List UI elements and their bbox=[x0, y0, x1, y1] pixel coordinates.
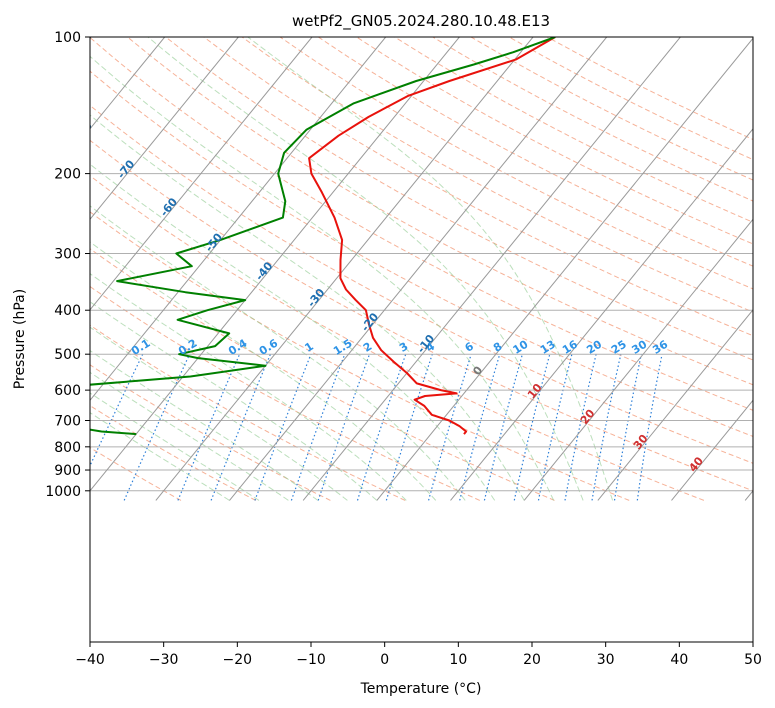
x-axis-label: Temperature (°C) bbox=[360, 681, 482, 697]
mixing-ratio-line bbox=[254, 353, 312, 501]
y-tick-label: 500 bbox=[54, 347, 81, 363]
isotherm-line bbox=[302, 37, 681, 501]
x-tick-label: −10 bbox=[296, 652, 326, 668]
dry-adiabat-line bbox=[90, 104, 753, 464]
profile-lines bbox=[90, 37, 556, 436]
isotherm-line bbox=[671, 399, 753, 501]
moist-adiabat-line bbox=[90, 114, 525, 501]
isotherm-line bbox=[90, 37, 166, 130]
plot-area: 0.10.20.40.611.52346810131620253036-100-… bbox=[90, 37, 753, 501]
isotherm-line bbox=[229, 37, 608, 501]
x-tick-label: 20 bbox=[523, 652, 541, 668]
dry-adiabat-line bbox=[241, 37, 753, 313]
mixing-ratio-line bbox=[613, 354, 642, 501]
mixing-ratio-line bbox=[459, 354, 501, 501]
moist-adiabat-line bbox=[90, 412, 230, 501]
mixing-ratio-line bbox=[483, 354, 523, 501]
isotherm-line bbox=[90, 37, 313, 311]
profile-line bbox=[308, 37, 556, 435]
y-axis-label: Pressure (hPa) bbox=[12, 289, 28, 389]
moist-adiabat-line bbox=[147, 37, 584, 501]
x-tick-label: −30 bbox=[149, 652, 179, 668]
profile-line bbox=[90, 37, 556, 436]
dry-adiabat-line bbox=[90, 285, 481, 501]
isotherm-line bbox=[90, 37, 460, 492]
isotherm-grid bbox=[90, 37, 753, 501]
y-tick-label: 100 bbox=[54, 30, 81, 46]
mixing-ratio-line bbox=[90, 353, 144, 468]
dry-adiabat-line bbox=[90, 404, 256, 501]
y-axis-ticks: 100 200 300 400 500 600 700 800 900 1000 bbox=[45, 30, 90, 500]
y-tick-label: 700 bbox=[54, 414, 81, 430]
isotherm-line bbox=[90, 37, 239, 221]
dry-adiabat-line bbox=[90, 139, 753, 492]
moist-adiabat-line bbox=[90, 55, 555, 501]
dry-adiabat-line bbox=[318, 37, 753, 267]
mixing-ratio-line bbox=[513, 354, 551, 501]
mixing-ratio-line bbox=[564, 354, 597, 501]
mixing-ratio-line bbox=[210, 353, 271, 501]
moist-adiabat-line bbox=[90, 272, 407, 501]
isotherm-line bbox=[597, 309, 753, 501]
y-tick-label: 600 bbox=[54, 383, 81, 399]
y-tick-label: 400 bbox=[54, 303, 81, 319]
mixing-ratio-line bbox=[177, 353, 241, 501]
dry-adiabat-line bbox=[279, 37, 753, 290]
isotherm-line bbox=[523, 218, 753, 501]
mixing-ratio-line bbox=[123, 353, 191, 501]
y-tick-label: 900 bbox=[54, 463, 81, 479]
dry-adiabat-line bbox=[127, 37, 753, 386]
x-tick-label: 10 bbox=[449, 652, 467, 668]
mixing-ratio-line bbox=[537, 354, 573, 501]
moist-adiabat-line bbox=[90, 371, 289, 501]
x-tick-label: −20 bbox=[223, 652, 253, 668]
isotherm-line bbox=[376, 37, 753, 501]
dry-adiabat-line bbox=[90, 175, 705, 501]
dry-adiabat-line bbox=[90, 211, 630, 501]
plot-frame bbox=[89, 36, 754, 643]
isotherm-line bbox=[450, 128, 753, 501]
x-axis-ticks: −40 −30 −20 −10 0 10 20 30 40 50 bbox=[75, 642, 762, 668]
dry-adiabat-line bbox=[90, 446, 182, 501]
dry-adiabat-line bbox=[203, 37, 753, 337]
x-tick-label: 50 bbox=[744, 652, 762, 668]
y-tick-label: 200 bbox=[54, 167, 81, 183]
isotherm-line bbox=[90, 37, 387, 402]
y-tick-label: 300 bbox=[54, 247, 81, 263]
isotherm-line bbox=[155, 37, 534, 501]
x-tick-label: −40 bbox=[75, 652, 105, 668]
y-tick-label: 800 bbox=[54, 440, 81, 456]
moist-adiabat-line bbox=[90, 349, 319, 501]
mixing-ratio-line bbox=[290, 353, 346, 501]
dry-adiabat-line bbox=[356, 37, 753, 245]
x-tick-label: 0 bbox=[380, 652, 389, 668]
moist-adiabat-line bbox=[90, 392, 260, 501]
moist-adiabats bbox=[90, 37, 614, 501]
x-tick-label: 30 bbox=[597, 652, 615, 668]
moist-adiabat-line bbox=[90, 301, 378, 501]
chart-title: wetPf2_GN05.2024.280.10.48.E13 bbox=[292, 12, 550, 31]
x-tick-label: 40 bbox=[670, 652, 688, 668]
y-tick-label: 1000 bbox=[45, 484, 81, 500]
mixing-ratio-line bbox=[591, 354, 622, 501]
dry-adiabat-line bbox=[90, 248, 555, 501]
moist-adiabat-line bbox=[247, 37, 614, 501]
moist-adiabat-line bbox=[90, 326, 348, 501]
